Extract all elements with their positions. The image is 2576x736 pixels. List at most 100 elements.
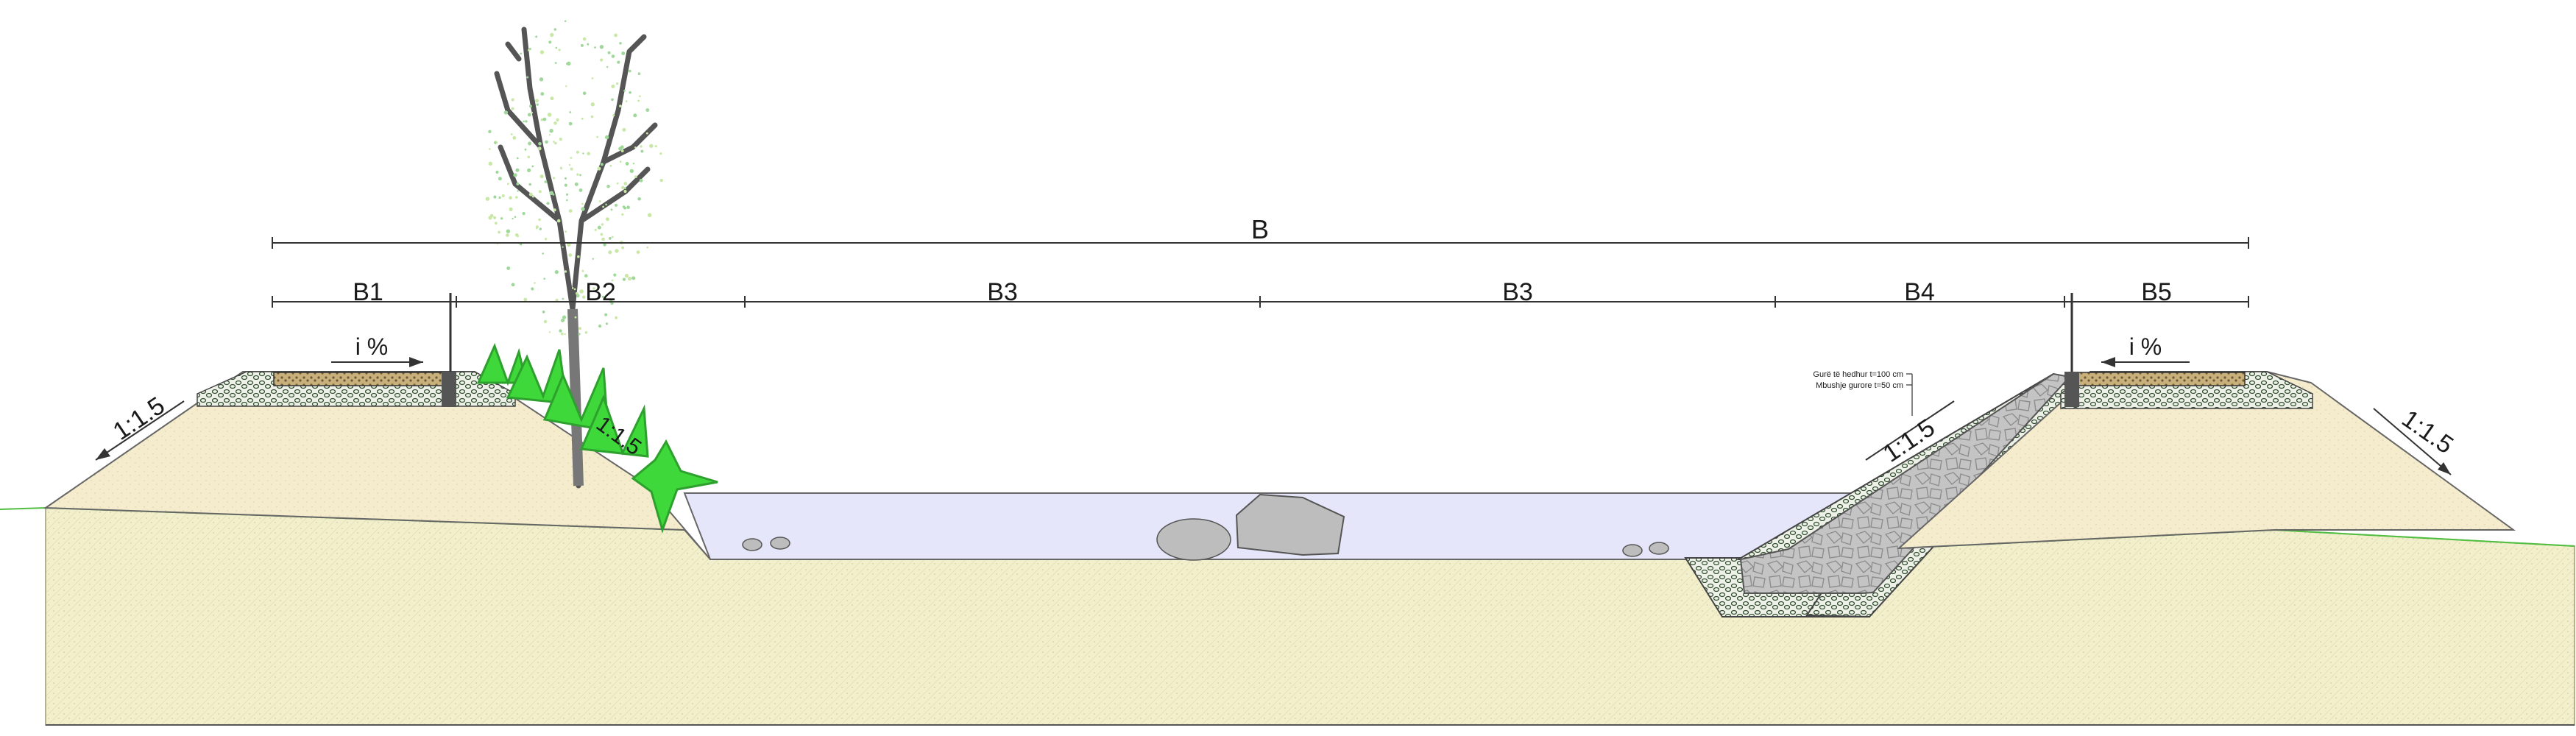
leaf-dot	[553, 208, 556, 212]
leaf-dot	[584, 274, 588, 278]
stone	[1649, 542, 1669, 555]
stone	[742, 538, 762, 551]
leaf-dot	[577, 255, 580, 258]
leaf-dot	[610, 208, 613, 211]
right-crossfall: i %	[2101, 333, 2190, 367]
leaf-dot	[623, 189, 627, 194]
leaf-dot	[553, 28, 557, 31]
leaf-dot	[543, 277, 545, 280]
leaf-dot	[556, 118, 559, 121]
leaf-dot	[607, 51, 611, 54]
leaf-dot	[561, 318, 565, 322]
right-kerb	[2064, 372, 2079, 407]
stone	[770, 537, 790, 550]
leaf-dot	[493, 216, 497, 219]
leaf-dot	[587, 43, 590, 46]
leaf-dot	[528, 183, 531, 186]
leaf-dot	[564, 333, 566, 336]
leaf-dot	[531, 287, 534, 291]
leaf-dot	[612, 114, 615, 117]
leaf-dot	[567, 61, 571, 66]
leaf-dot	[590, 102, 595, 107]
leaf-dot	[605, 322, 609, 325]
leaf-dot	[659, 178, 663, 183]
leaf-dot	[603, 243, 606, 247]
leaf-dot	[553, 141, 555, 143]
leaf-dot	[564, 20, 567, 23]
leaf-dot	[559, 329, 562, 333]
leaf-dot	[550, 96, 554, 101]
leaf-dot	[622, 127, 626, 132]
leaf-dot	[565, 230, 567, 233]
leaf-dot	[654, 145, 657, 148]
left-pavement	[273, 372, 451, 386]
leaf-dot	[578, 333, 581, 336]
leaf-dot	[545, 238, 548, 241]
leaf-dot	[625, 100, 628, 102]
stone	[1156, 518, 1231, 561]
segment-dimensions: B1 B2 B3 B3 B4 B5	[272, 278, 2249, 308]
leaf-dot	[535, 35, 538, 38]
leaf-dot	[544, 180, 548, 183]
leaf-dot	[548, 40, 552, 44]
leaf-dot	[513, 173, 517, 177]
leaf-dot	[531, 195, 535, 198]
leaf-dot	[637, 197, 641, 201]
leaf-dot	[599, 45, 604, 49]
leaf-dot	[619, 105, 622, 107]
leaf-dot	[549, 129, 553, 133]
leaf-dot	[582, 152, 584, 155]
leaf-dot	[624, 187, 626, 190]
leaf-dot	[520, 52, 523, 55]
leaf-dot	[597, 225, 601, 230]
leaf-dot	[637, 99, 640, 102]
leaf-dot	[554, 62, 557, 64]
segment-label-b3-left: B3	[987, 278, 1018, 306]
leaf-dot	[515, 168, 520, 172]
overall-dimension: B	[272, 214, 2249, 249]
leaf-dot	[582, 37, 587, 41]
leaf-dot	[601, 223, 604, 226]
leaf-dot	[605, 203, 607, 206]
lining-callout: Gurë të hedhur t=100 cm Mbushje gurore t…	[1813, 370, 1913, 416]
leaf-dot	[613, 273, 617, 277]
leaf-dot	[633, 113, 637, 118]
leaf-dot	[611, 84, 615, 88]
leaf-dot	[553, 177, 556, 180]
lining-note-line2: Mbushje gurore t=50 cm	[1816, 381, 1903, 390]
leaf-dot	[574, 316, 577, 319]
leaf-dot	[608, 250, 612, 255]
leaf-dot	[546, 202, 550, 205]
leaf-dot	[570, 157, 573, 159]
leaf-dot	[647, 213, 652, 218]
leaf-dot	[584, 330, 588, 334]
leaf-dot	[516, 235, 520, 238]
leaf-dot	[569, 111, 572, 113]
leaf-dot	[566, 199, 568, 202]
leaf-dot	[620, 145, 624, 149]
right-crossfall-label: i %	[2129, 333, 2162, 360]
leaf-dot	[608, 237, 612, 240]
leaf-dot	[622, 205, 626, 208]
leaf-dot	[495, 222, 498, 225]
leaf-dot	[659, 152, 662, 155]
leaf-dot	[536, 103, 539, 106]
leaf-dot	[531, 165, 534, 168]
tree-foliage	[485, 20, 663, 336]
leaf-dot	[624, 274, 629, 278]
leaf-dot	[606, 184, 610, 188]
right-riprap-lining	[1739, 372, 2071, 594]
leaf-dot	[629, 91, 631, 94]
leaf-dot	[622, 277, 626, 281]
leaf-dot	[639, 95, 641, 97]
segment-label-b1: B1	[353, 278, 383, 306]
leaf-dot	[579, 289, 584, 294]
leaf-dot	[581, 202, 584, 205]
leaf-dot	[554, 270, 559, 275]
leaf-dot	[625, 162, 629, 166]
leaf-dot	[539, 77, 544, 82]
leaf-dot	[611, 98, 614, 102]
leaf-dot	[511, 283, 515, 287]
leaf-dot	[562, 246, 564, 248]
leaf-dot	[598, 324, 602, 328]
